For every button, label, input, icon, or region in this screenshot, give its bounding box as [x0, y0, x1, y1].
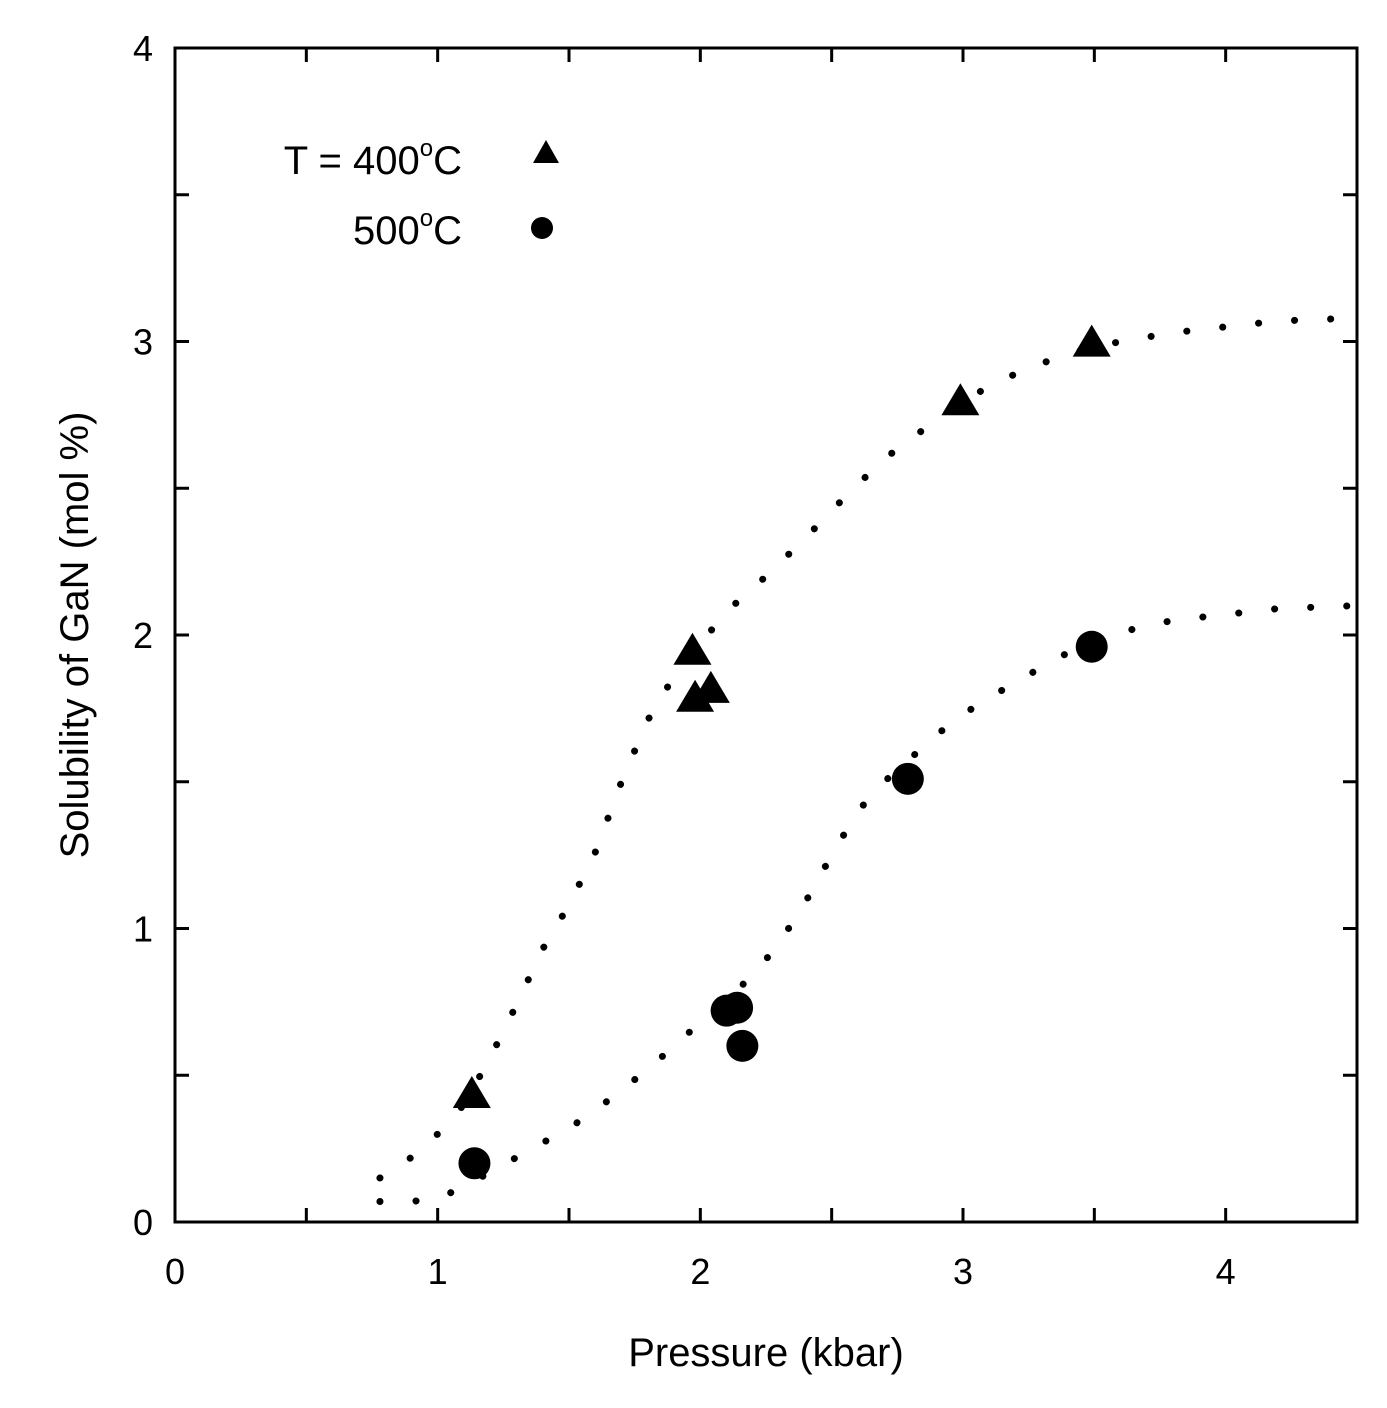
axis-ticks: 0 1 2 3 4 0 1 2 3 4	[133, 28, 1357, 1292]
data-point-500c	[458, 1147, 490, 1179]
fit-curve-500c	[380, 606, 1357, 1202]
x-tick-label: 4	[1216, 1251, 1236, 1292]
y-axis-label: Solubility of GaN (mol %)	[53, 412, 97, 859]
y-tick-label: 4	[133, 28, 153, 69]
fit-curve-400c	[380, 318, 1357, 1178]
legend-triangle-marker	[533, 140, 559, 163]
legend: T = 400oC 500oC	[284, 135, 559, 253]
y-tick-label: 3	[133, 322, 153, 363]
legend-circle-marker	[531, 217, 553, 239]
legend-entry-400c: T = 400oC	[284, 135, 462, 183]
y-tick-label: 1	[133, 909, 153, 950]
data-point-500c	[726, 1030, 758, 1062]
data-point-400c	[941, 383, 979, 415]
data-point-500c	[1076, 631, 1108, 663]
x-tick-label: 2	[690, 1251, 710, 1292]
x-tick-label: 1	[428, 1251, 448, 1292]
x-tick-label: 3	[953, 1251, 973, 1292]
y-tick-label: 0	[133, 1202, 153, 1243]
x-axis-label: Pressure (kbar)	[628, 1331, 904, 1375]
data-markers	[453, 325, 1111, 1180]
fit-curves	[380, 318, 1357, 1202]
y-tick-label: 2	[133, 615, 153, 656]
data-point-500c	[721, 992, 753, 1024]
data-point-400c	[1073, 325, 1111, 357]
chart: 0 1 2 3 4 0 1 2 3 4 Pressure (kbar) Solubility of…	[0, 0, 1387, 1408]
x-tick-label: 0	[165, 1251, 185, 1292]
legend-entry-500c: 500oC	[353, 205, 462, 253]
data-point-400c	[673, 633, 711, 665]
data-point-400c	[453, 1076, 491, 1108]
data-point-500c	[892, 763, 924, 795]
